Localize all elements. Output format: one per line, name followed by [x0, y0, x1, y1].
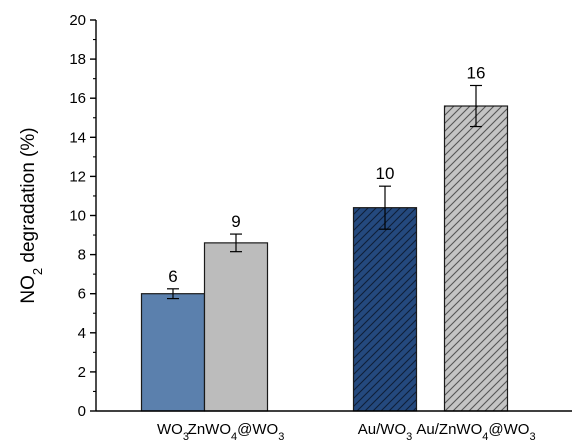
data-label-3: 16 [467, 63, 486, 82]
bar-0 [140, 293, 206, 412]
bar-3 [443, 105, 509, 412]
y-tick-label-6: 12 [69, 168, 86, 185]
x-category-label-1: ZnWO4@WO3 [188, 421, 285, 441]
bar-1 [203, 242, 269, 412]
data-label-0: 6 [168, 267, 177, 286]
x-category-label-3: Au/ZnWO4@WO3 [416, 421, 535, 441]
y-tick-label-0: 0 [78, 403, 86, 420]
y-tick-label-8: 16 [69, 90, 86, 107]
data-label-2: 10 [376, 164, 395, 183]
y-tick-label-2: 4 [78, 325, 86, 342]
y-tick-label-4: 8 [78, 247, 86, 264]
y-tick-label-9: 18 [69, 51, 86, 68]
x-category-label-0: WO3 [157, 421, 189, 441]
labels-layer: 6 9 10 16 0 2 4 6 8 10 12 14 16 18 20 NO2 degradation (… [18, 12, 536, 443]
bar-2 [352, 207, 418, 412]
y-axis-title: NO2 degradation (%) [18, 127, 45, 303]
axes-layer [90, 19, 572, 412]
y-tick-label-3: 6 [78, 286, 86, 303]
y-tick-label-5: 10 [69, 208, 86, 225]
x-category-label-2: Au/WO3 [358, 421, 412, 441]
y-tick-label-1: 2 [78, 364, 86, 381]
y-tick-label-7: 14 [69, 129, 86, 146]
y-tick-label-10: 20 [69, 12, 86, 29]
data-label-1: 9 [231, 212, 240, 231]
bars-layer [140, 84, 509, 412]
